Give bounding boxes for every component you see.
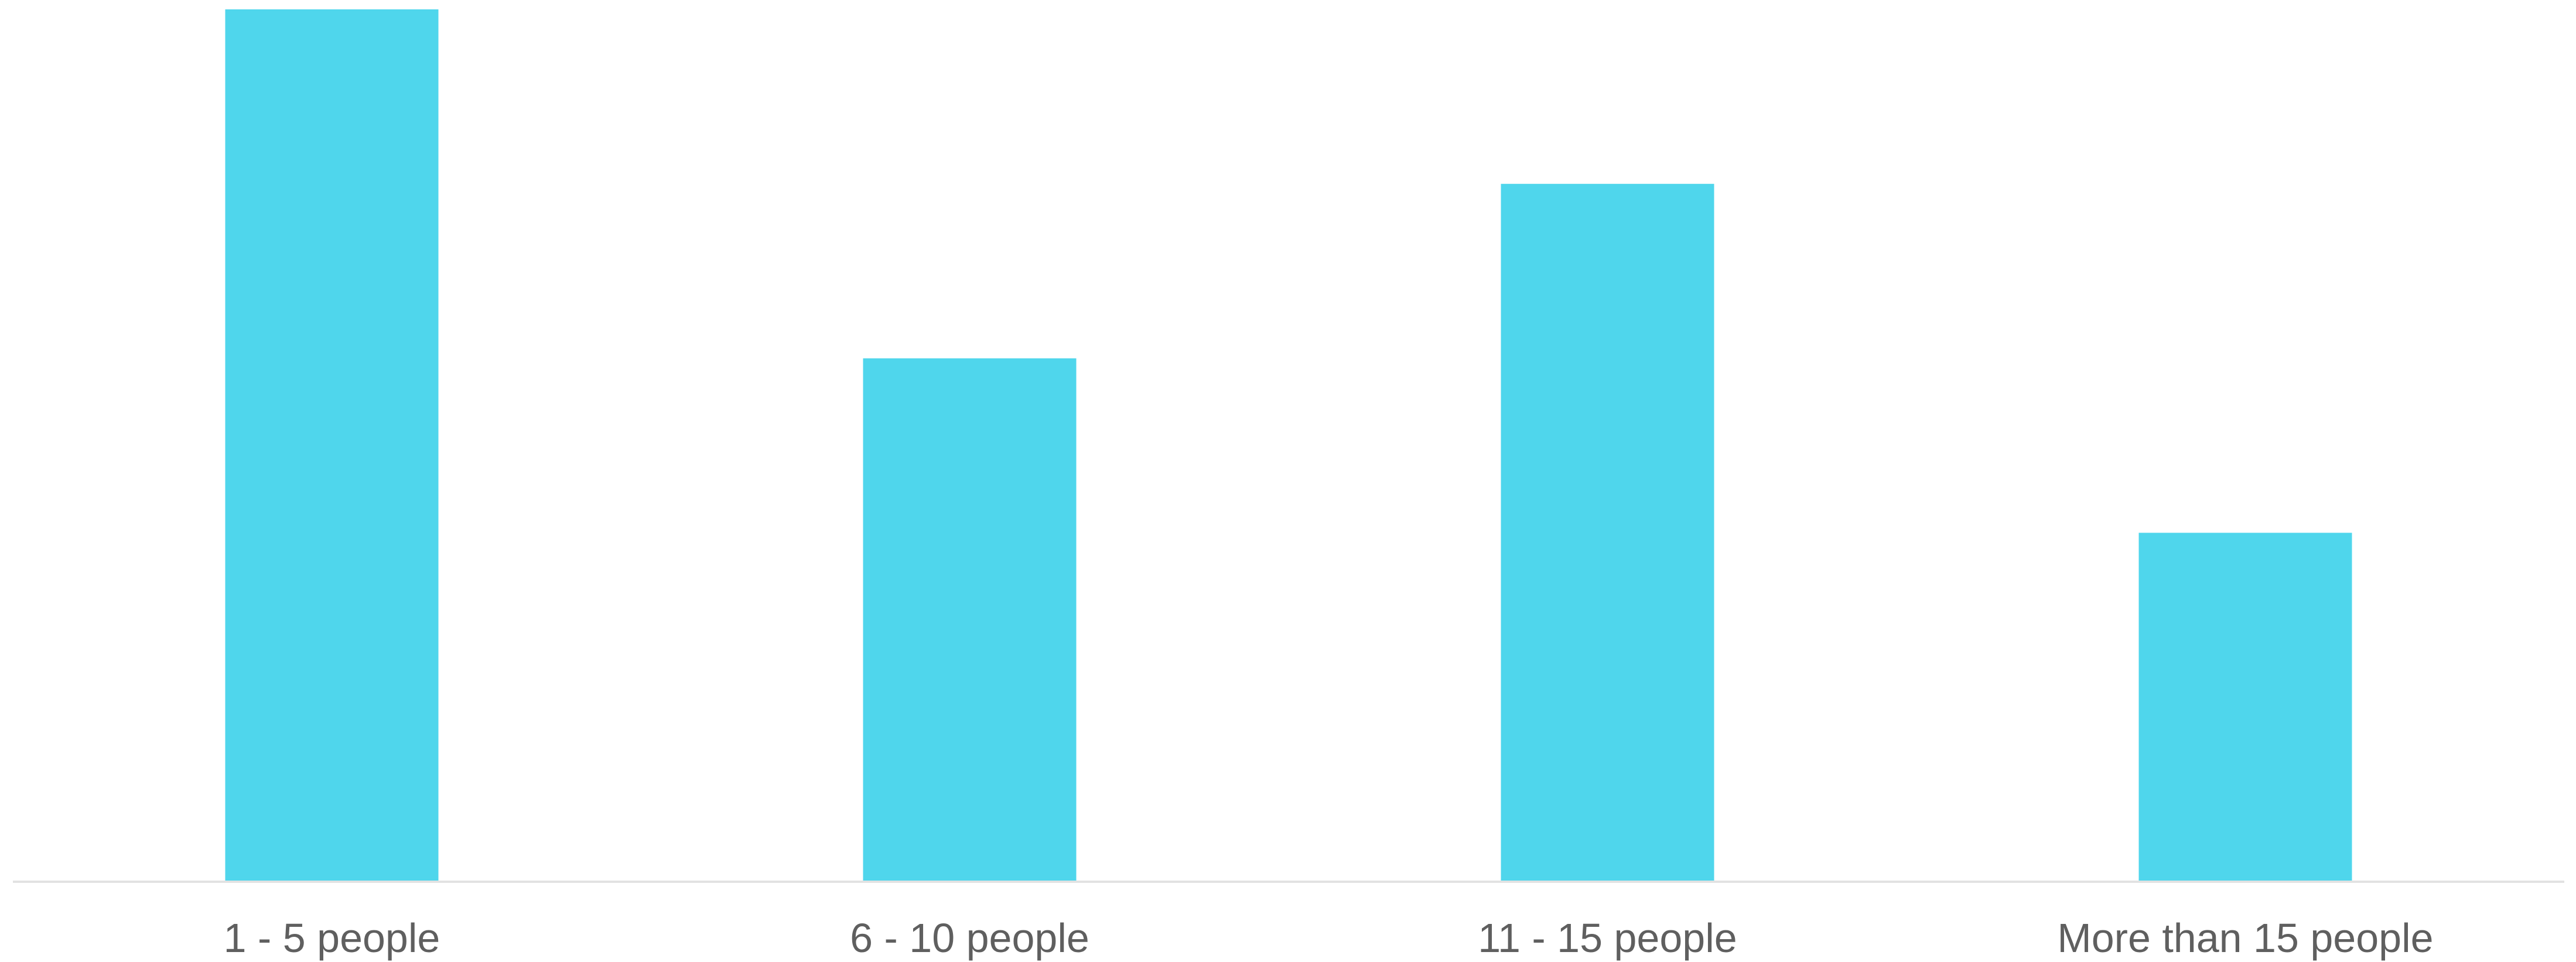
category-labels-group: 1 - 5 people 6 - 10 people 11 - 15 people M…: [224, 915, 2434, 961]
x-tick-label-4: More than 15 people: [2057, 915, 2433, 961]
bar-4: [2139, 533, 2352, 882]
bars-group: [226, 9, 2352, 882]
x-tick-label-3: 11 - 15 people: [1478, 915, 1737, 961]
x-tick-label-2: 6 - 10 people: [850, 915, 1089, 961]
bar-1: [226, 9, 439, 882]
bar-2: [863, 359, 1077, 882]
x-tick-label-1: 1 - 5 people: [224, 915, 440, 961]
bar-3: [1501, 184, 1714, 882]
